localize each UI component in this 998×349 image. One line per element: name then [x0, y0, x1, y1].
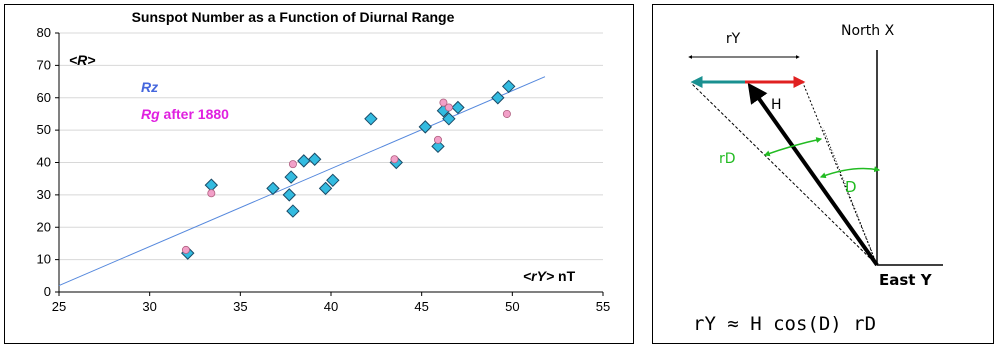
- y-tick-label: 50: [37, 122, 51, 137]
- h-label: H: [771, 97, 782, 113]
- dashed-line-right: [802, 82, 878, 266]
- y-tick-label: 30: [37, 187, 51, 202]
- formula-text: rY ≈ H cos(D) rD: [693, 313, 876, 335]
- rg-point: [181, 245, 190, 254]
- legend-rz: Rz: [141, 79, 158, 95]
- rz-point: [442, 112, 456, 126]
- scatter-chart: Sunspot Number as a Function of Diurnal …: [37, 9, 611, 314]
- trendline-group: [58, 76, 546, 286]
- vector-diagram: North X rY H rD D East Y rY ≈ H cos(D) r…: [688, 23, 943, 335]
- rz-point: [286, 204, 300, 218]
- x-tick-label: 35: [233, 299, 247, 314]
- rg-point: [207, 189, 216, 198]
- d-angle-arc: [819, 166, 881, 179]
- legend-rg: Rg after 1880: [141, 106, 229, 122]
- x-tick-label: 50: [505, 299, 519, 314]
- ry-label: rY: [726, 31, 741, 47]
- y-tick-label: 60: [37, 90, 51, 105]
- h-vector: [747, 82, 879, 267]
- x-axis-label-italic: <rY>: [523, 268, 554, 284]
- trendline: [58, 76, 546, 286]
- rz-point: [431, 139, 445, 154]
- y-tick-label: 70: [37, 57, 51, 72]
- rz-point: [284, 170, 298, 184]
- east-label: East Y: [879, 271, 933, 289]
- rg-point: [444, 103, 453, 112]
- data-marks: [181, 79, 516, 260]
- x-axis-label: <rY> nT: [523, 268, 576, 284]
- x-axis-label-unit: nT: [554, 268, 575, 284]
- rz-point: [491, 91, 505, 105]
- chart-panel: Sunspot Number as a Function of Diurnal …: [4, 4, 634, 344]
- north-label: North X: [841, 23, 895, 39]
- rz-point: [364, 112, 378, 126]
- d-label: D: [845, 178, 857, 196]
- rg-point: [439, 98, 448, 107]
- legend-rg-rest: after 1880: [160, 106, 229, 122]
- y-tick-label: 10: [37, 252, 51, 267]
- x-tick-label: 30: [142, 299, 156, 314]
- rz-point: [297, 154, 311, 168]
- diagram-panel: North X rY H rD D East Y rY ≈ H cos(D) r…: [652, 4, 994, 344]
- y-tick-label: 40: [37, 155, 51, 170]
- y-tick-label: 0: [44, 284, 51, 299]
- dotted-line-inner: [822, 127, 878, 266]
- rz-point: [307, 152, 322, 166]
- gridlines: [59, 32, 603, 261]
- rz-point: [451, 100, 465, 115]
- rg-point: [433, 135, 442, 144]
- axes: 0 10 20 30 40 50 60 70 80 25 30 35 40 45 50 55: [37, 25, 611, 314]
- y-axis-label-text: <R>: [69, 52, 95, 68]
- y-tick-label: 20: [37, 219, 51, 234]
- y-axis-label: <R>: [69, 52, 95, 68]
- x-tick-label: 45: [414, 299, 428, 314]
- rz-point: [418, 120, 433, 134]
- rd-label: rD: [719, 151, 736, 167]
- rg-point: [390, 155, 399, 164]
- rz-point: [282, 188, 297, 202]
- dashed-line-left: [690, 82, 878, 266]
- y-tick-label: 80: [37, 25, 51, 40]
- x-tick-label: 55: [596, 299, 610, 314]
- rg-point: [502, 109, 511, 118]
- rz-point: [326, 173, 340, 188]
- rz-point: [318, 181, 333, 196]
- x-tick-label: 40: [324, 299, 338, 314]
- rd-arc-arrow: [763, 137, 823, 157]
- rg-point: [288, 160, 297, 169]
- chart-title: Sunspot Number as a Function of Diurnal …: [132, 9, 455, 25]
- legend-rg-italic: Rg: [141, 106, 160, 122]
- x-tick-label: 25: [52, 299, 66, 314]
- legend-rz-text: Rz: [141, 79, 158, 95]
- rz-point: [501, 79, 516, 94]
- rz-point: [266, 181, 280, 196]
